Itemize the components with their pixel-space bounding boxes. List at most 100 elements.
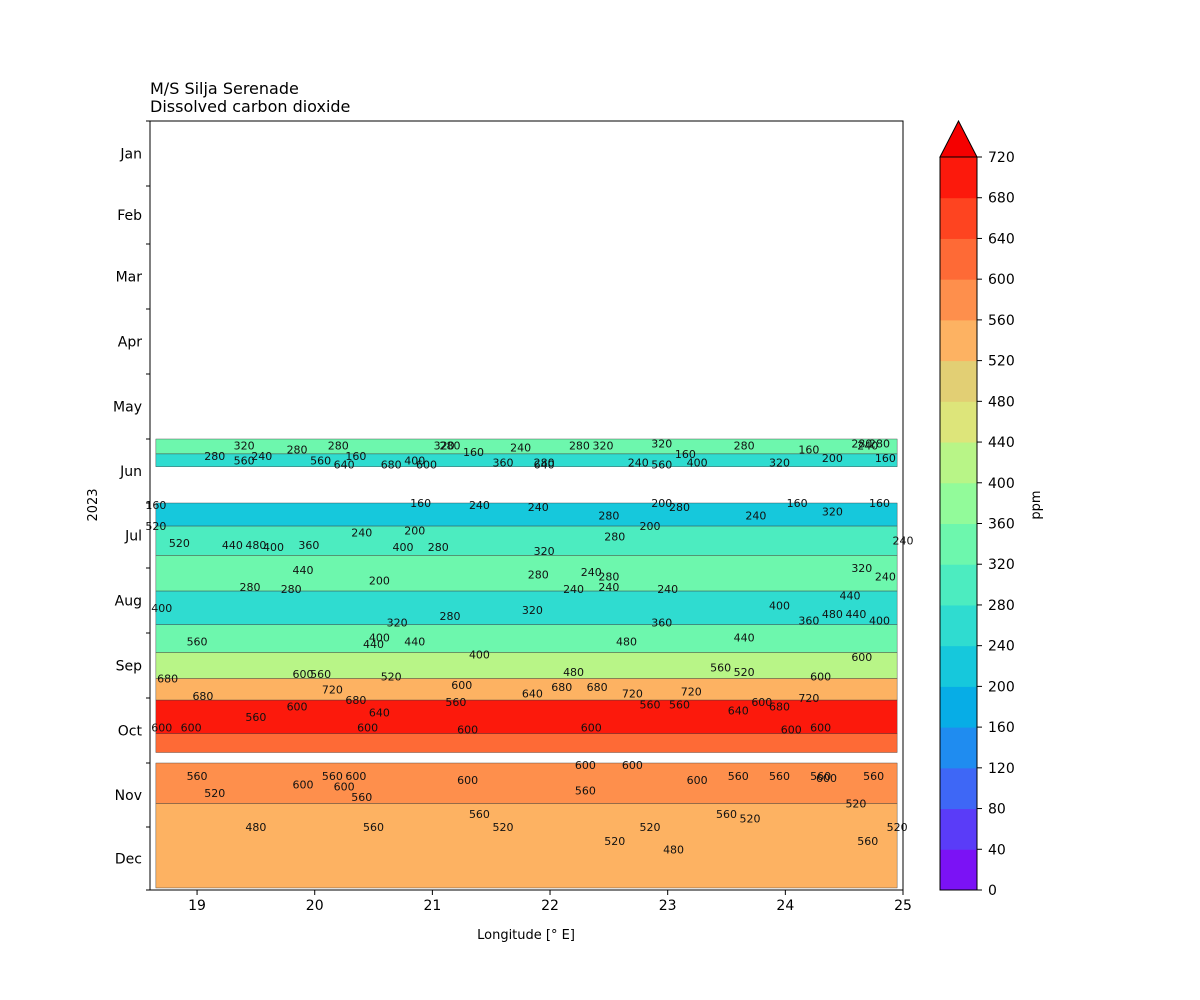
colorbar-tick-label-5: 200 [988,679,1015,695]
contour-label-28: 280 [534,456,555,469]
contour-label-133: 560 [863,770,884,783]
y-tick-label-dec: Dec [115,852,142,868]
contour-label-75: 320 [387,617,408,630]
colorbar-segment-0 [940,849,977,891]
colorbar-segment-2 [940,767,977,810]
colorbar-tick-label-7: 280 [988,598,1015,614]
contour-label-94: 560 [710,662,731,675]
contour-label-152: 560 [857,835,878,848]
contour-label-138: 520 [204,787,225,800]
contour-label-69: 320 [851,562,872,575]
colorbar-tick-label-10: 400 [988,476,1015,492]
contour-label-24: 680 [381,459,402,472]
contour-label-143: 560 [716,808,737,821]
contour-label-79: 400 [869,614,890,627]
colorbar-segment-11 [940,401,977,443]
contour-label-53: 240 [351,526,372,539]
contour-label-87: 480 [616,636,637,649]
contour-label-45: 320 [822,505,843,518]
colorbar-segment-15 [940,238,977,280]
contour-label-36: 240 [469,499,490,512]
contour-label-86: 400 [469,649,490,662]
contour-label-14: 160 [675,448,696,461]
y-tick-label-jan: Jan [119,147,142,163]
contour-label-93: 480 [563,666,584,679]
contour-label-125: 600 [622,759,643,772]
contour-label-89: 600 [851,651,872,664]
contour-label-18: 280 [204,450,225,463]
contour-label-17: 160 [875,452,896,465]
contour-label-31: 560 [651,459,672,472]
contour-label-44: 240 [745,510,766,523]
contour-label-147: 520 [492,821,513,834]
contour-label-16: 200 [822,452,843,465]
contour-label-7: 280 [569,439,590,452]
contour-label-62: 200 [369,575,390,588]
contour-label-137: 600 [334,780,355,793]
contour-label-115: 600 [751,696,772,709]
contour-label-112: 720 [681,686,702,699]
contour-label-47: 520 [145,520,166,533]
contour-label-81: 360 [651,617,672,630]
contour-label-77: 480 [822,608,843,621]
colorbar-segment-9 [940,482,977,524]
colorbar: 0 40 80 120 160 200 240 280 320 360 400 440 480 520 56… [939,119,1015,899]
contour-label-149: 520 [887,821,908,834]
contour-label-144: 520 [740,812,761,825]
colorbar-segment-12 [940,360,977,402]
colorbar-tick-label-13: 520 [988,354,1015,370]
contour-label-52: 360 [298,539,319,552]
contour-label-63: 280 [528,568,549,581]
x-tick-label-3: 22 [541,898,559,914]
contour-label-117: 600 [151,721,172,734]
contour-label-67: 240 [563,583,584,596]
contour-band-6 [155,624,898,653]
colorbar-segment-14 [940,279,977,321]
contour-label-32: 400 [687,456,708,469]
y-tick-label-oct: Oct [118,724,143,740]
contour-label-3: 320 [434,439,455,452]
chart-title: M/S Silja Serenade Dissolved carbon diox… [150,79,350,116]
contour-label-131: 560 [769,770,790,783]
contour-label-26: 600 [416,459,437,472]
contour-label-11: 280 [851,437,872,450]
contour-label-100: 680 [345,694,366,707]
contour-label-114: 640 [728,705,749,718]
contour-label-134: 600 [816,772,837,785]
contour-label-135: 600 [687,774,708,787]
contour-label-90: 600 [292,668,313,681]
y-tick-label-mar: Mar [116,270,143,286]
contour-label-92: 520 [381,670,402,683]
colorbar-segment-7 [940,564,977,606]
contour-label-120: 600 [457,723,478,736]
contour-label-8: 320 [592,439,613,452]
x-axis: 19 20 21 22 23 24 25 [188,890,912,914]
colorbar-tick-label-16: 640 [988,231,1015,247]
contour-band-1 [155,453,898,467]
contour-label-132: 560 [810,770,831,783]
contour-label-37: 240 [528,501,549,514]
contour-label-64: 240 [581,566,602,579]
contour-label-38: 200 [651,497,672,510]
colorbar-tick-label-18: 720 [988,150,1015,166]
contour-label-50: 480 [245,539,266,552]
contour-label-40: 280 [598,510,619,523]
colorbar-tick-label-9: 360 [988,517,1015,533]
colorbar-tick-label-0: 0 [988,883,997,899]
contour-label-72: 400 [151,602,172,615]
contour-band-7 [155,652,898,679]
plot-area [155,438,898,889]
contour-label-110: 560 [640,698,661,711]
contour-label-104: 640 [522,688,543,701]
contour-band-4 [155,555,898,592]
contour-label-9: 320 [651,437,672,450]
y-tick-label-jul: Jul [124,529,142,545]
contour-label-2: 280 [287,444,308,457]
contour-label-140: 560 [575,785,596,798]
contour-label-21: 560 [310,454,331,467]
contour-label-10: 280 [734,439,755,452]
contour-label-74: 280 [440,610,461,623]
contour-label-109: 720 [622,688,643,701]
contour-label-15: 160 [798,444,819,457]
contour-label-35: 160 [410,497,431,510]
